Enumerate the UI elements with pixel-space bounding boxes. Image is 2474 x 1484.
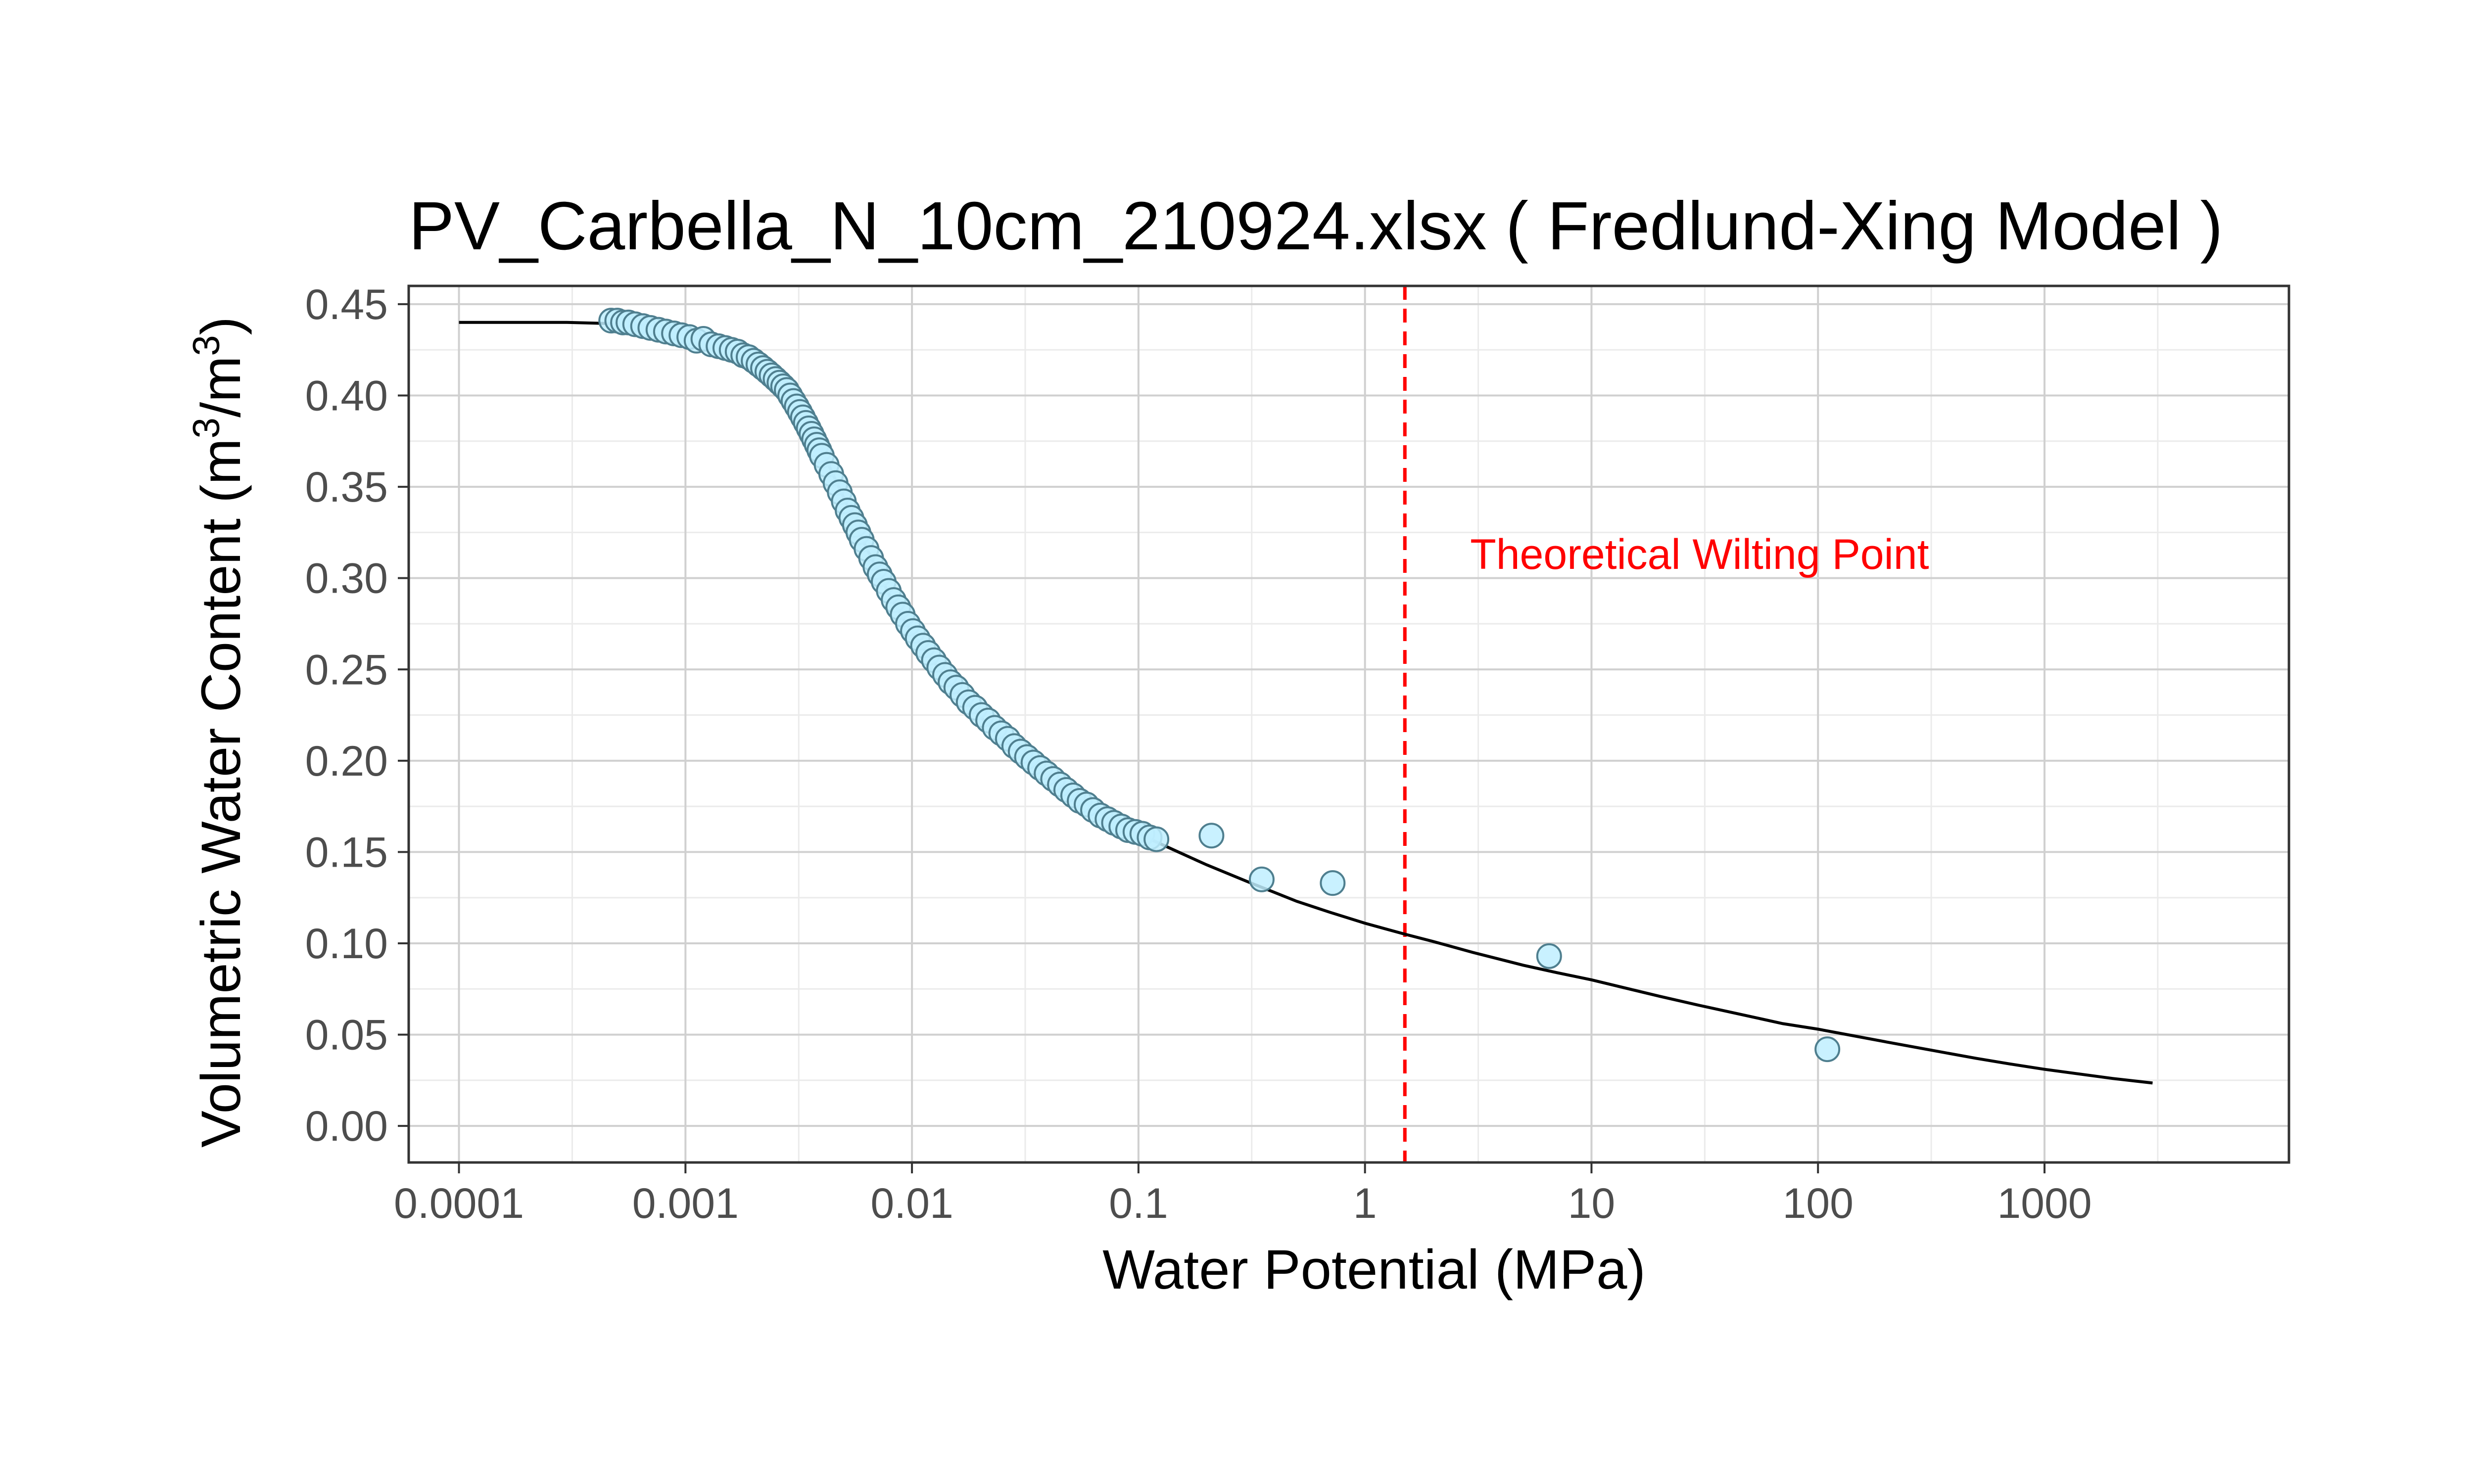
- chart-title: PV_Carbella_N_10cm_210924.xlsx ( Fredlun…: [409, 188, 2223, 264]
- wilting-point-label: Theoretical Wilting Point: [1470, 531, 1929, 578]
- x-tick-label: 1: [1353, 1180, 1377, 1227]
- y-axis-title-mid: /m: [190, 356, 252, 417]
- data-point: [1536, 943, 1562, 969]
- x-tick-label: 0.01: [870, 1180, 953, 1227]
- minor-grid: [409, 286, 2289, 1162]
- x-tick-label: 0.001: [632, 1180, 739, 1227]
- major-grid: [409, 286, 2289, 1162]
- y-axis-title-exp1: 3: [186, 417, 228, 438]
- x-tick-label: 0.1: [1109, 1180, 1168, 1227]
- x-tick-label: 10: [1568, 1180, 1616, 1227]
- y-tick-label: 0.45: [305, 281, 388, 328]
- data-point: [1198, 823, 1225, 849]
- data-point: [1814, 1036, 1841, 1063]
- data-point: [1248, 866, 1275, 892]
- x-axis-ticks: 0.0001 0.001 0.01 0.1 1 10 100 1000: [394, 1162, 2092, 1227]
- data-point: [1143, 826, 1170, 852]
- y-tick-label: 0.30: [305, 555, 388, 603]
- x-axis-title: Water Potential (MPa): [1102, 1239, 1646, 1300]
- y-axis-ticks: 0.00 0.05 0.10 0.15 0.20 0.25 0.30 0.35 0.40 0.45: [305, 281, 409, 1150]
- y-tick-label: 0.40: [305, 372, 388, 420]
- y-tick-label: 0.20: [305, 738, 388, 785]
- y-axis-title-exp2: 3: [186, 335, 228, 356]
- x-tick-label: 0.0001: [394, 1180, 524, 1227]
- plot-border: [407, 284, 2290, 1164]
- x-tick-label: 1000: [1997, 1180, 2092, 1227]
- y-axis-title-base: Volumetric Water Content (m: [190, 438, 252, 1148]
- y-tick-label: 0.05: [305, 1012, 388, 1059]
- data-point: [1320, 870, 1346, 896]
- x-tick-label: 100: [1782, 1180, 1854, 1227]
- y-axis-title-end: ): [190, 317, 252, 335]
- data-points: [598, 308, 1841, 1063]
- y-tick-label: 0.15: [305, 829, 388, 876]
- y-tick-label: 0.35: [305, 464, 388, 511]
- y-tick-label: 0.00: [305, 1103, 388, 1150]
- y-tick-label: 0.10: [305, 920, 388, 968]
- y-tick-label: 0.25: [305, 646, 388, 694]
- y-axis-title: Volumetric Water Content (m3/m3): [186, 317, 252, 1148]
